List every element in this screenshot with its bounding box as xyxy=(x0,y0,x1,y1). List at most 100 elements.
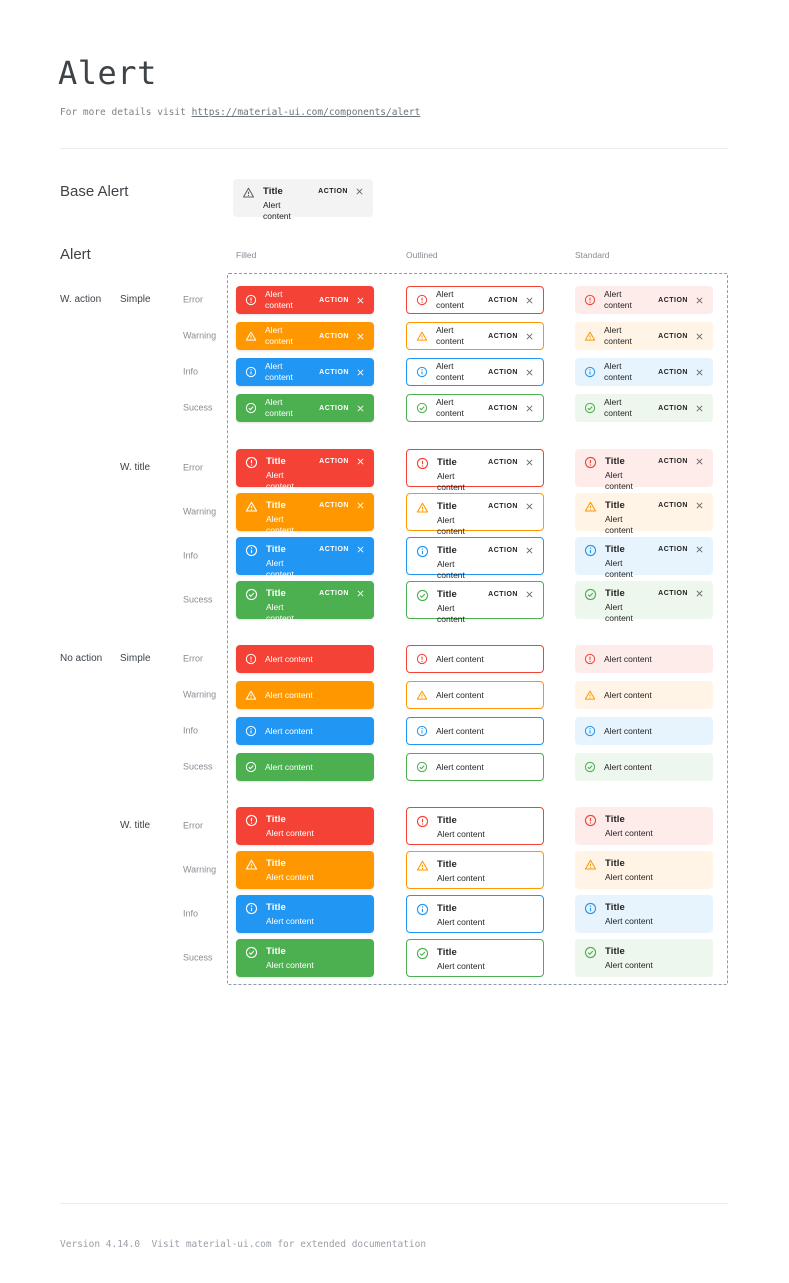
action-button[interactable]: ACTION xyxy=(488,591,518,598)
group-label-no-action: No action xyxy=(60,653,103,664)
alert-action: ACTION xyxy=(319,332,365,341)
action-button[interactable]: ACTION xyxy=(319,546,349,553)
alert-filled-success-titled: Title Alert content ACTION xyxy=(236,581,374,623)
base-alert: Title Alert content ACTION xyxy=(233,179,373,221)
subtitle-text: For more details visit xyxy=(60,107,192,118)
action-button[interactable]: ACTION xyxy=(658,404,688,412)
action-button[interactable]: ACTION xyxy=(658,368,688,376)
warning-triangle-icon xyxy=(245,500,258,513)
alert-content: Alert content xyxy=(266,872,314,882)
close-icon[interactable] xyxy=(356,404,365,413)
alert-title: Title xyxy=(266,456,286,467)
close-icon[interactable] xyxy=(695,368,704,377)
close-icon[interactable] xyxy=(356,332,365,341)
close-icon[interactable] xyxy=(525,296,534,305)
close-icon[interactable] xyxy=(356,589,365,598)
action-button[interactable]: ACTION xyxy=(488,547,518,554)
alert-action: ACTION xyxy=(658,545,704,554)
alert-body: Title Alert content xyxy=(605,456,650,492)
alert-outlined-info-titled: Title Alert content ACTION xyxy=(406,537,544,580)
alert-action: ACTION xyxy=(488,458,534,467)
close-icon[interactable] xyxy=(525,502,534,511)
alert-content: Alert content xyxy=(605,602,633,623)
alert-outlined-error-simple-no-action: Alert content xyxy=(406,645,544,673)
alert-filled-warning-titled: Title Alert content ACTION xyxy=(236,493,374,535)
action-button[interactable]: ACTION xyxy=(658,502,688,509)
alert-filled-success-titled-no-action: Title Alert content xyxy=(236,939,374,977)
severity-label-success-0: Sucess xyxy=(183,402,213,413)
action-button[interactable]: ACTION xyxy=(319,590,349,597)
close-icon[interactable] xyxy=(525,368,534,377)
close-icon[interactable] xyxy=(695,545,704,554)
warning-triangle-icon xyxy=(416,689,428,701)
alert-action: ACTION xyxy=(488,546,534,555)
close-icon[interactable] xyxy=(356,296,365,305)
close-icon[interactable] xyxy=(356,501,365,510)
alert-body: Title Alert content xyxy=(437,903,534,928)
severity-label-error-3: Error xyxy=(183,820,203,831)
alert-filled-info-simple: Alert content ACTION xyxy=(236,358,374,386)
warning-triangle-icon xyxy=(245,330,257,342)
alert-content: Alert content xyxy=(604,361,632,382)
action-button[interactable]: ACTION xyxy=(319,296,349,304)
alert-body: Title Alert content xyxy=(605,500,650,536)
close-icon[interactable] xyxy=(356,545,365,554)
close-icon[interactable] xyxy=(525,590,534,599)
action-button[interactable]: ACTION xyxy=(658,546,688,553)
close-icon[interactable] xyxy=(695,457,704,466)
success-check-icon xyxy=(245,402,257,414)
alert-outlined-success-titled-no-action: Title Alert content xyxy=(406,939,544,977)
close-icon[interactable] xyxy=(356,368,365,377)
action-button[interactable]: ACTION xyxy=(488,404,518,412)
close-icon[interactable] xyxy=(695,296,704,305)
action-button[interactable]: ACTION xyxy=(318,188,348,195)
close-icon[interactable] xyxy=(695,589,704,598)
action-button[interactable]: ACTION xyxy=(319,502,349,509)
close-icon[interactable] xyxy=(525,458,534,467)
close-icon[interactable] xyxy=(695,404,704,413)
action-button[interactable]: ACTION xyxy=(658,296,688,304)
action-button[interactable]: ACTION xyxy=(319,458,349,465)
action-button[interactable]: ACTION xyxy=(319,404,349,412)
alert-body: Alert content xyxy=(604,289,650,311)
success-check-icon xyxy=(416,589,429,602)
close-icon[interactable] xyxy=(356,457,365,466)
action-button[interactable]: ACTION xyxy=(658,458,688,465)
alert-content: Alert content xyxy=(266,470,294,491)
action-button[interactable]: ACTION xyxy=(319,368,349,376)
close-icon[interactable] xyxy=(695,501,704,510)
alert-action: ACTION xyxy=(319,296,365,305)
action-button[interactable]: ACTION xyxy=(488,459,518,466)
info-circle-icon xyxy=(245,544,258,557)
close-icon[interactable] xyxy=(525,404,534,413)
success-check-icon xyxy=(416,402,428,414)
warning-triangle-icon xyxy=(584,330,596,342)
info-circle-icon xyxy=(584,366,596,378)
action-button[interactable]: ACTION xyxy=(319,332,349,340)
alert-title: Title xyxy=(266,814,286,825)
alert-body: Alert content xyxy=(436,726,534,737)
info-circle-icon xyxy=(416,903,429,916)
action-button[interactable]: ACTION xyxy=(488,332,518,340)
severity-label-info-1: Info xyxy=(183,550,199,561)
alert-action: ACTION xyxy=(319,368,365,377)
subtitle-link[interactable]: https://material-ui.com/components/alert xyxy=(191,107,421,118)
action-button[interactable]: ACTION xyxy=(658,590,688,597)
action-button[interactable]: ACTION xyxy=(488,503,518,510)
alert-content: Alert content xyxy=(604,653,652,664)
alert-content: Alert content xyxy=(604,289,632,310)
action-button[interactable]: ACTION xyxy=(658,332,688,340)
close-icon[interactable] xyxy=(525,546,534,555)
alert-standard-warning-simple-no-action: Alert content xyxy=(575,681,713,709)
alert-title: Title xyxy=(437,859,457,870)
action-button[interactable]: ACTION xyxy=(488,296,518,304)
alert-outlined-warning-titled: Title Alert content ACTION xyxy=(406,493,544,536)
close-icon[interactable] xyxy=(525,332,534,341)
action-button[interactable]: ACTION xyxy=(488,368,518,376)
alert-outlined-success-simple: Alert content ACTION xyxy=(406,394,544,422)
close-icon[interactable] xyxy=(695,332,704,341)
alert-body: Title Alert content xyxy=(605,544,650,580)
page-title: Alert xyxy=(58,54,157,92)
close-icon[interactable] xyxy=(355,187,364,196)
